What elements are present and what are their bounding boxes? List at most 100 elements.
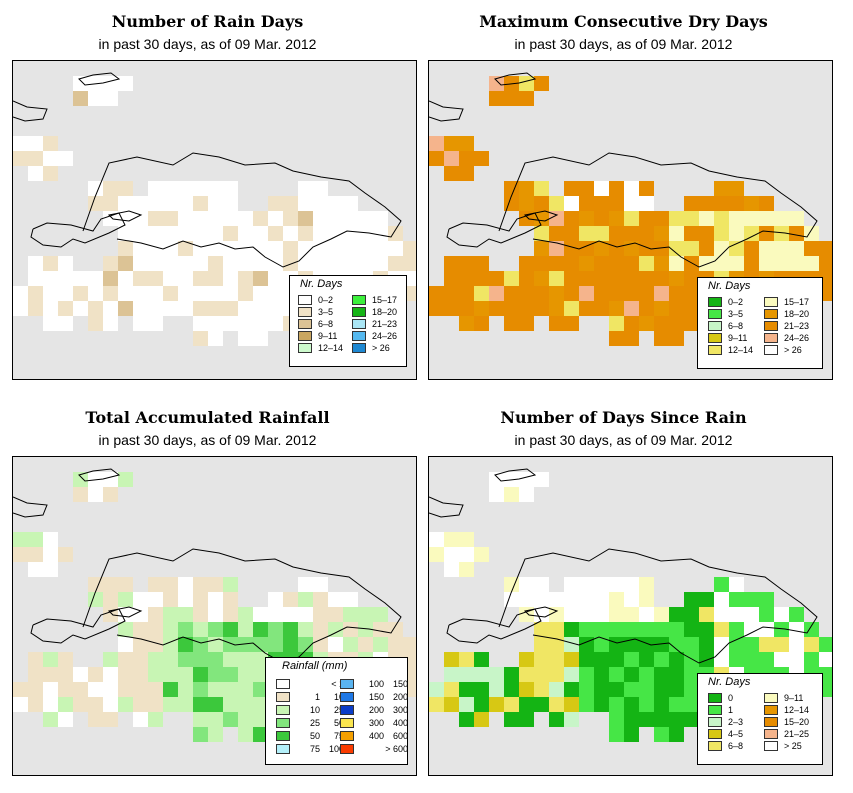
coastline-path — [429, 100, 464, 122]
grid-cell — [579, 211, 594, 226]
grid-cell — [118, 697, 133, 712]
grid-cell — [759, 592, 774, 607]
grid-cell — [133, 196, 148, 211]
grid-cell — [594, 181, 609, 196]
grid-cell — [118, 196, 133, 211]
legend-swatch — [764, 740, 778, 751]
grid-cell — [58, 256, 73, 271]
grid-cell — [13, 151, 28, 166]
legend-swatch — [276, 743, 290, 754]
legend-swatch — [298, 342, 312, 353]
grid-cell — [373, 637, 388, 652]
legend-label: 4–5 — [728, 728, 744, 739]
grid-cell — [268, 622, 283, 637]
grid-cell — [133, 271, 148, 286]
grid-cell — [519, 487, 534, 502]
grid-cell — [313, 226, 328, 241]
grid-cell — [373, 226, 388, 241]
grid-cell — [133, 607, 148, 622]
grid-cell — [388, 622, 403, 637]
coastline-path — [78, 468, 121, 482]
legend-row: 6–8 — [708, 320, 743, 331]
grid-cell — [624, 607, 639, 622]
grid-cell — [133, 592, 148, 607]
grid-cell — [744, 196, 759, 211]
legend-swatch — [708, 716, 722, 727]
grid-cell — [789, 241, 804, 256]
grid-cell — [609, 712, 624, 727]
grid-cell — [238, 727, 253, 742]
grid-cell — [343, 622, 358, 637]
coastline-path — [107, 606, 143, 618]
grid-cell — [178, 667, 193, 682]
grid-cell — [489, 667, 504, 682]
grid-cell — [594, 682, 609, 697]
grid-cell — [148, 196, 163, 211]
grid-cell — [639, 637, 654, 652]
grid-cell — [298, 637, 313, 652]
grid-cell — [699, 592, 714, 607]
grid-cell — [444, 532, 459, 547]
grid-cell — [148, 316, 163, 331]
grid-cell — [103, 271, 118, 286]
grid-cell — [789, 607, 804, 622]
grid-cell — [699, 241, 714, 256]
grid-cell — [594, 652, 609, 667]
grid-cell — [88, 91, 103, 106]
grid-cell — [459, 151, 474, 166]
grid-cell — [178, 697, 193, 712]
grid-cell — [193, 301, 208, 316]
grid-cell — [624, 256, 639, 271]
grid-cell — [684, 226, 699, 241]
grid-cell — [103, 196, 118, 211]
grid-cell — [208, 181, 223, 196]
grid-cell — [684, 241, 699, 256]
grid-cell — [609, 241, 624, 256]
grid-cell — [759, 226, 774, 241]
coastline-path — [429, 496, 464, 518]
grid-cell — [609, 607, 624, 622]
legend-row: 200 300 — [340, 704, 408, 715]
grid-cell — [669, 286, 684, 301]
grid-cell — [504, 181, 519, 196]
grid-cell — [163, 607, 178, 622]
grid-cell — [684, 271, 699, 286]
grid-cell — [579, 652, 594, 667]
grid-cell — [474, 316, 489, 331]
legend-label: 12–14 — [318, 342, 344, 353]
grid-cell — [459, 562, 474, 577]
grid-cell — [88, 487, 103, 502]
legend-swatch — [708, 728, 722, 739]
legend-label: 21–23 — [784, 320, 810, 331]
grid-cell — [178, 622, 193, 637]
grid-cell — [328, 637, 343, 652]
grid-cell — [504, 592, 519, 607]
grid-cell — [534, 622, 549, 637]
legend-swatch — [276, 730, 290, 741]
grid-cell — [534, 607, 549, 622]
grid-cell — [163, 682, 178, 697]
grid-cell — [504, 286, 519, 301]
grid-cell — [343, 241, 358, 256]
legend: Rainfall (mm) < 1 1 10 10 25 25 50 50 75 75 1… — [265, 657, 408, 765]
panel-title: Maximum Consecutive Dry Days — [479, 12, 768, 31]
grid-cell — [253, 652, 268, 667]
grid-cell — [429, 532, 444, 547]
grid-cell — [789, 652, 804, 667]
grid-cell — [699, 607, 714, 622]
grid-cell — [103, 472, 118, 487]
grid-cell — [43, 562, 58, 577]
grid-cell — [193, 577, 208, 592]
grid-cell — [178, 652, 193, 667]
grid-cell — [594, 667, 609, 682]
grid-cell — [744, 637, 759, 652]
grid-cell — [684, 607, 699, 622]
legend-swatch — [352, 306, 366, 317]
grid-cell — [654, 607, 669, 622]
grid-cell — [669, 622, 684, 637]
grid-cell — [253, 256, 268, 271]
grid-cell — [163, 652, 178, 667]
legend-row: > 26 — [764, 344, 802, 355]
grid-cell — [178, 211, 193, 226]
grid-cell — [268, 316, 283, 331]
